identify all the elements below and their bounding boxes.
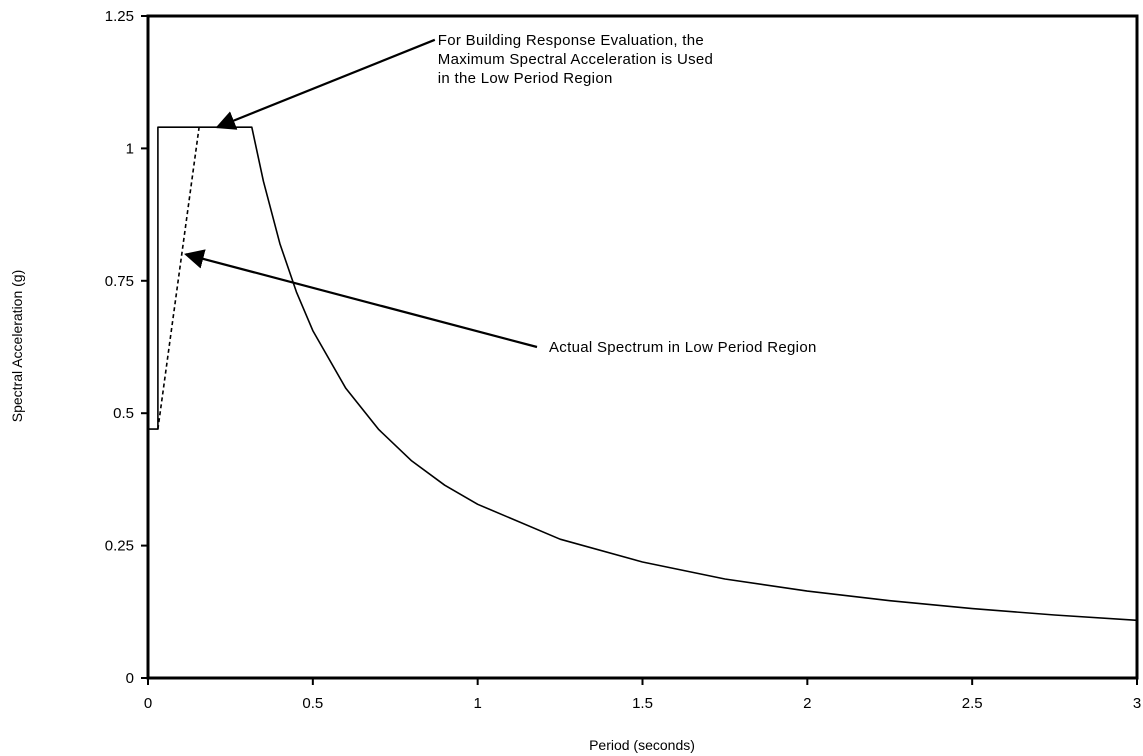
actual-spectrum-line [157,127,200,430]
x-tick-label: 0 [144,695,152,712]
y-tick-label: 1 [126,140,134,157]
x-tick-label: 2 [803,695,811,712]
y-axis-title: Spectral Acceleration (g) [9,270,25,423]
x-tick-label: 1.5 [632,695,653,712]
annotation-text: Maximum Spectral Acceleration is Used [438,51,713,68]
x-axis-title: Period (seconds) [589,737,695,753]
y-tick-label: 0.5 [113,405,134,422]
series-layer [148,126,1138,622]
axis-layer: 0 0.5 1 1.5 2 2.5 3 0 0.25 0.5 0.75 1 1.25 [105,8,1141,712]
annotation-text: For Building Response Evaluation, the [438,32,704,49]
x-tick-label: 3 [1133,695,1141,712]
annotation-text: Actual Spectrum in Low Period Region [549,339,817,356]
y-tick-label: 0 [126,670,134,687]
x-tick-label: 1 [473,695,481,712]
annotation-arrow [183,249,538,349]
x-tick-label: 0.5 [302,695,323,712]
x-tick-label: 2.5 [962,695,983,712]
y-tick-label: 1.25 [105,8,134,25]
annotation-layer: For Building Response Evaluation, the Max… [183,32,817,356]
annotation-arrow [215,38,436,130]
y-tick-label: 0.25 [105,538,134,555]
y-tick-label: 0.75 [105,273,134,290]
annotation-text: in the Low Period Region [438,70,613,87]
design-spectrum-line [148,126,1138,622]
